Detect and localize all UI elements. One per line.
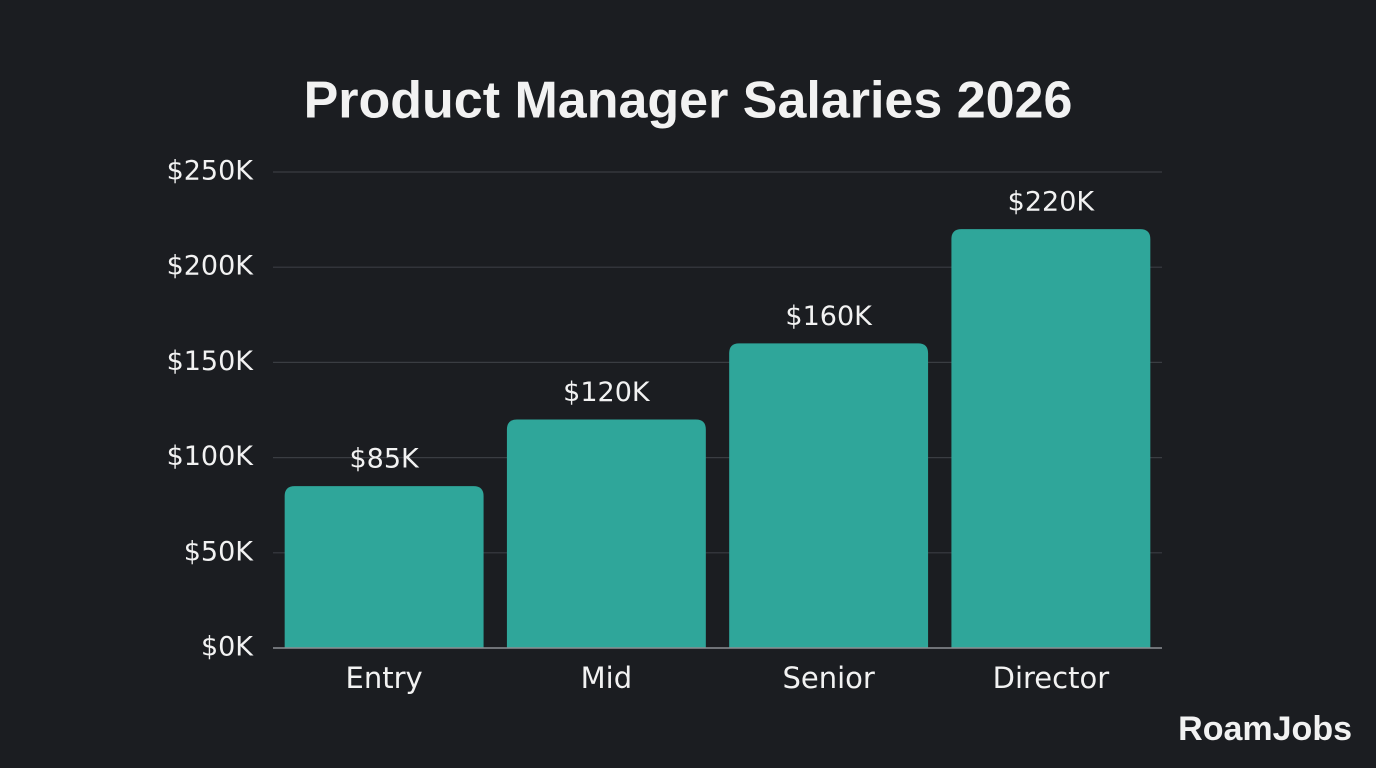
- y-tick-label: $250K: [167, 156, 255, 187]
- brand: RoamJobs: [1178, 710, 1352, 748]
- bar: [729, 343, 929, 648]
- value-label: $120K: [563, 377, 651, 408]
- value-label: $160K: [785, 301, 873, 332]
- y-tick-label: $0K: [201, 632, 254, 663]
- value-label: $85K: [350, 444, 421, 475]
- value-label: $220K: [1008, 187, 1096, 218]
- bar: [284, 486, 484, 648]
- x-tick-label: Director: [993, 661, 1110, 695]
- bar: [951, 229, 1151, 648]
- x-tick-label: Entry: [346, 661, 423, 695]
- y-tick-label: $150K: [167, 346, 255, 377]
- bar: [506, 419, 706, 648]
- y-tick-label: $100K: [167, 441, 255, 472]
- x-tick-label: Mid: [581, 661, 633, 695]
- x-tick-label: Senior: [782, 661, 874, 695]
- chart-title: Product Manager Salaries 2026: [304, 72, 1073, 130]
- y-tick-label: $50K: [184, 536, 255, 567]
- y-tick-label: $200K: [167, 251, 255, 282]
